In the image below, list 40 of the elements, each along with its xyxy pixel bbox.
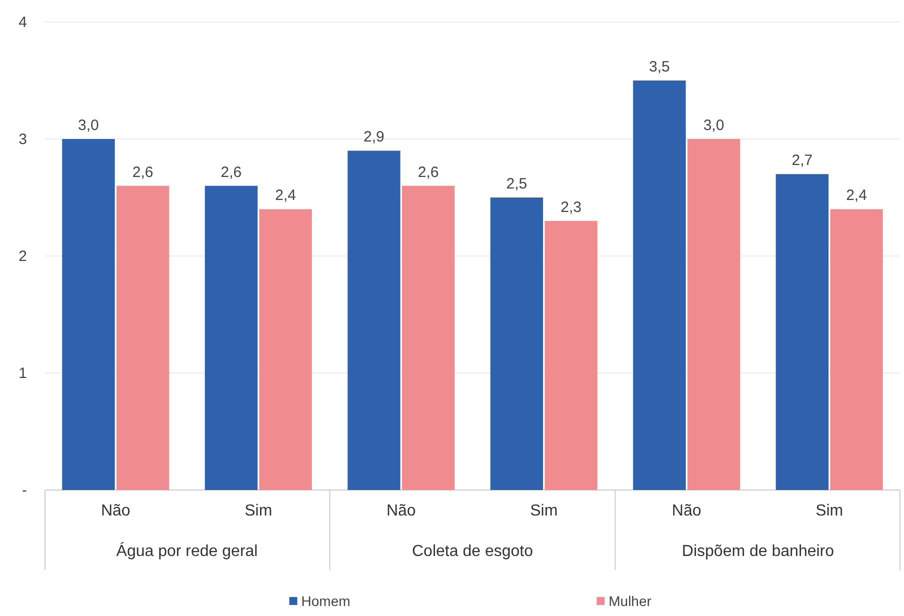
bar <box>633 80 686 490</box>
text: Coleta de esgoto <box>412 543 534 560</box>
y-tick-label: 1 <box>18 364 27 382</box>
text: Dispõem de banheiro <box>682 543 834 560</box>
bar <box>830 209 883 490</box>
bar <box>490 198 544 490</box>
legend-label: Mulher <box>608 593 652 609</box>
data-label: 2,9 <box>364 128 384 146</box>
x-tick-label: Não <box>100 502 130 520</box>
bar <box>687 139 740 490</box>
x-tick-label: Sim <box>816 502 844 520</box>
data-label: 2,6 <box>220 164 242 181</box>
data-label: 2,6 <box>132 164 154 181</box>
data-label: 2,7 <box>792 152 813 170</box>
x-tick-label: Não <box>672 502 702 520</box>
legend-label: Homem <box>301 593 350 609</box>
bar <box>62 139 115 490</box>
data-label: 2,3 <box>560 198 582 216</box>
bar <box>204 186 258 490</box>
x-tick-label: Não <box>386 502 416 520</box>
x-tick-label: Sim <box>244 502 272 520</box>
x-tick-label: Sim <box>530 502 558 520</box>
y-tick-label: 4 <box>18 14 27 31</box>
data-label: 2,6 <box>418 164 439 181</box>
data-label: 2,5 <box>506 176 528 192</box>
text: Água por rede geral <box>116 542 258 560</box>
bar <box>402 186 455 490</box>
y-tick-label: 2 <box>18 248 27 265</box>
y-tick-label: - <box>22 482 27 499</box>
data-label: 3,0 <box>703 117 724 134</box>
bar <box>348 150 400 490</box>
data-label: 2,4 <box>846 187 867 204</box>
data-label: 3,0 <box>78 117 99 134</box>
data-label: 2,4 <box>275 187 296 204</box>
bar <box>259 209 312 490</box>
data-label: 3,5 <box>649 58 670 76</box>
bar <box>544 220 598 490</box>
y-tick-label: 3 <box>18 130 27 148</box>
bar <box>116 186 170 490</box>
bar <box>776 174 829 490</box>
